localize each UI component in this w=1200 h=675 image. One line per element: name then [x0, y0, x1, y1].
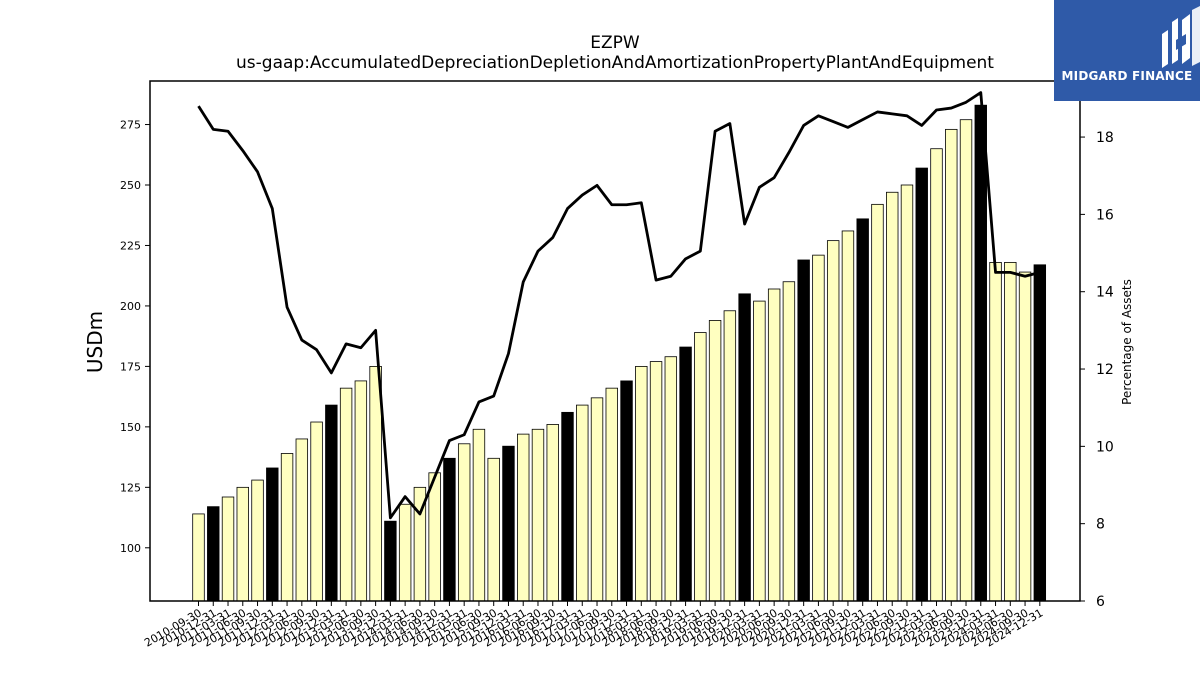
y2-tick-label: 8 — [1096, 517, 1105, 533]
chart-subtitle: us-gaap:AccumulatedDepreciationDepletion… — [236, 53, 994, 73]
chart-title: EZPW — [590, 33, 640, 53]
bar-2014-09-30 — [428, 472, 441, 602]
bar-2018-03-31 — [635, 365, 648, 602]
y-tick-label: 200 — [120, 300, 141, 313]
bar-2016-06-30 — [531, 428, 545, 602]
y-tick-label: 100 — [120, 542, 141, 555]
bar-2013-06-30 — [354, 380, 368, 602]
y2-tick-label: 18 — [1096, 130, 1114, 146]
y-tick-label: 150 — [120, 421, 141, 434]
y2-axis-label: Percentage of Assets — [1120, 279, 1134, 405]
y-tick-label: 225 — [120, 239, 141, 252]
plot-frame — [149, 80, 1081, 602]
bar-2020-09-30 — [782, 281, 796, 602]
brand-logo: MIDGARD FINANCE — [1054, 0, 1200, 101]
bar-2019-12-31 — [738, 293, 751, 602]
bar-2024-09-30 — [1018, 271, 1032, 602]
bar-2019-09-30 — [723, 310, 737, 602]
bar-2021-03-31 — [812, 254, 825, 602]
bar-2022-12-31 — [915, 167, 928, 602]
bar-2019-06-30 — [708, 320, 722, 602]
bar-2021-06-30 — [826, 240, 840, 602]
line-series — [197, 91, 1041, 520]
bar-2015-09-30 — [487, 457, 500, 602]
y-tick-label: 250 — [120, 179, 141, 192]
left-axis: 100 125 150 175 200 225 250 275 — [120, 119, 150, 555]
bar-2011-03-31 — [221, 496, 235, 602]
bar-2016-12-31 — [561, 411, 574, 602]
bar-2018-09-30 — [664, 356, 678, 602]
y-axis-label: USDm — [83, 311, 107, 373]
bar-2011-06-30 — [236, 486, 249, 602]
bar-2013-09-30 — [369, 365, 382, 602]
bar-2023-12-31 — [974, 104, 987, 602]
bar-2016-03-31 — [517, 433, 530, 602]
bar-2017-06-30 — [590, 397, 604, 602]
bar-2014-03-31 — [398, 503, 412, 602]
bar-2022-06-30 — [886, 191, 899, 602]
y2-tick-label: 16 — [1096, 207, 1114, 223]
bar-2020-12-31 — [797, 259, 810, 602]
bar-2018-06-30 — [649, 361, 663, 602]
bar-2017-09-30 — [605, 387, 618, 602]
bar-2019-03-31 — [694, 332, 707, 602]
y2-tick-label: 12 — [1096, 362, 1114, 378]
bar-2015-06-30 — [472, 428, 486, 602]
bar-2015-03-31 — [457, 443, 471, 602]
bar-2012-12-31 — [325, 404, 338, 602]
bar-2012-09-30 — [310, 421, 323, 602]
bar-2022-03-31 — [871, 203, 884, 602]
bar-series — [192, 104, 1047, 602]
bar-2018-12-31 — [679, 346, 692, 602]
y2-tick-label: 6 — [1096, 594, 1105, 610]
bar-2023-03-31 — [930, 148, 943, 602]
bar-2023-06-30 — [945, 128, 958, 602]
y2-tick-label: 14 — [1096, 285, 1114, 301]
bar-2010-12-31 — [207, 506, 220, 602]
bar-2020-06-30 — [767, 288, 781, 602]
right-axis: 6 8 10 12 14 16 18 — [1080, 130, 1114, 610]
x-axis: 2010-09-302010-12-312011-03-312011-06-30… — [142, 601, 1045, 650]
midgard-logo-icon — [1162, 6, 1200, 68]
y-tick-label: 125 — [120, 481, 141, 494]
bar-2020-03-31 — [753, 300, 766, 602]
bar-2013-03-31 — [339, 387, 353, 602]
y-tick-label: 275 — [120, 119, 141, 132]
bar-2021-12-31 — [856, 218, 869, 602]
bar-2021-09-30 — [841, 230, 855, 602]
bar-2012-06-30 — [295, 438, 309, 602]
bar-2016-09-30 — [546, 424, 559, 602]
bar-2024-12-31 — [1033, 264, 1047, 602]
bar-2022-09-30 — [900, 184, 914, 602]
brand-name: MIDGARD FINANCE — [1061, 69, 1193, 83]
bar-2017-03-31 — [576, 404, 589, 602]
bar-2024-06-30 — [1004, 261, 1017, 602]
bar-2015-12-31 — [502, 445, 515, 602]
bar-2024-03-31 — [989, 261, 1002, 602]
bar-2023-09-30 — [959, 119, 973, 602]
bar-2010-09-30 — [192, 513, 205, 602]
bar-2013-12-31 — [384, 520, 397, 602]
y2-tick-label: 10 — [1096, 439, 1114, 455]
bar-2011-12-31 — [266, 467, 279, 602]
bar-2012-03-31 — [280, 453, 294, 602]
percentage-line — [197, 91, 1041, 520]
bar-2014-12-31 — [443, 457, 456, 602]
bar-2011-09-30 — [251, 479, 264, 602]
y-tick-label: 175 — [120, 360, 141, 373]
bar-2017-12-31 — [620, 380, 633, 602]
